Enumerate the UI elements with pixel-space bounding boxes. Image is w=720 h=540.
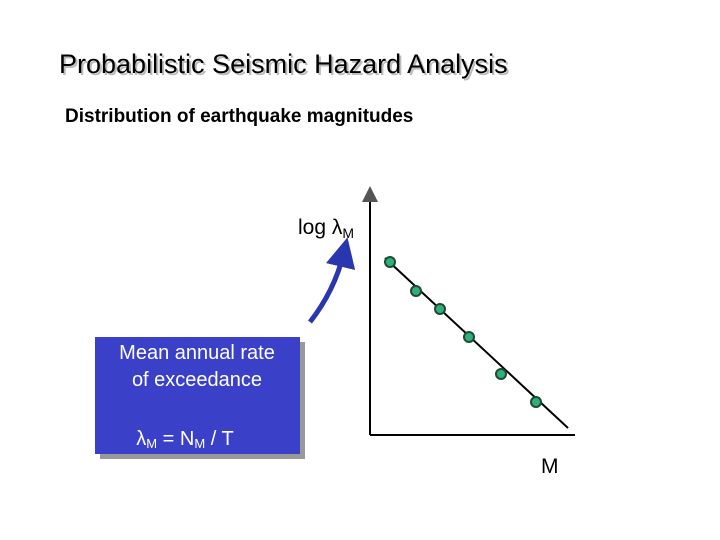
point	[495, 368, 507, 380]
formula-part: λ	[136, 428, 146, 450]
title-shadow: Probabilistic Seismic Hazard Analysis	[61, 51, 510, 81]
points	[384, 256, 542, 408]
callout-line: of exceedance	[132, 369, 262, 391]
formula: λM = NM / T	[136, 428, 233, 451]
point	[410, 285, 422, 297]
x-axis-label: M	[541, 455, 559, 478]
y-label-subscript: M	[342, 225, 354, 241]
callout-box	[95, 337, 300, 454]
title: Probabilistic Seismic Hazard Analysis	[59, 49, 508, 79]
point	[384, 256, 396, 268]
point	[530, 396, 542, 408]
callout-arrow	[308, 237, 356, 324]
y-axis-label: log λM	[298, 216, 354, 241]
formula-part: = N	[157, 428, 194, 450]
formula-part: / T	[205, 428, 234, 450]
formula-subscript: M	[194, 436, 205, 451]
formula-subscript: M	[146, 436, 157, 451]
subtitle: Distribution of earthquake magnitudes	[65, 106, 413, 127]
callout-line: Mean annual rate	[119, 342, 275, 364]
y-label-text: log λ	[298, 216, 343, 239]
point	[434, 303, 446, 315]
point	[463, 331, 475, 343]
